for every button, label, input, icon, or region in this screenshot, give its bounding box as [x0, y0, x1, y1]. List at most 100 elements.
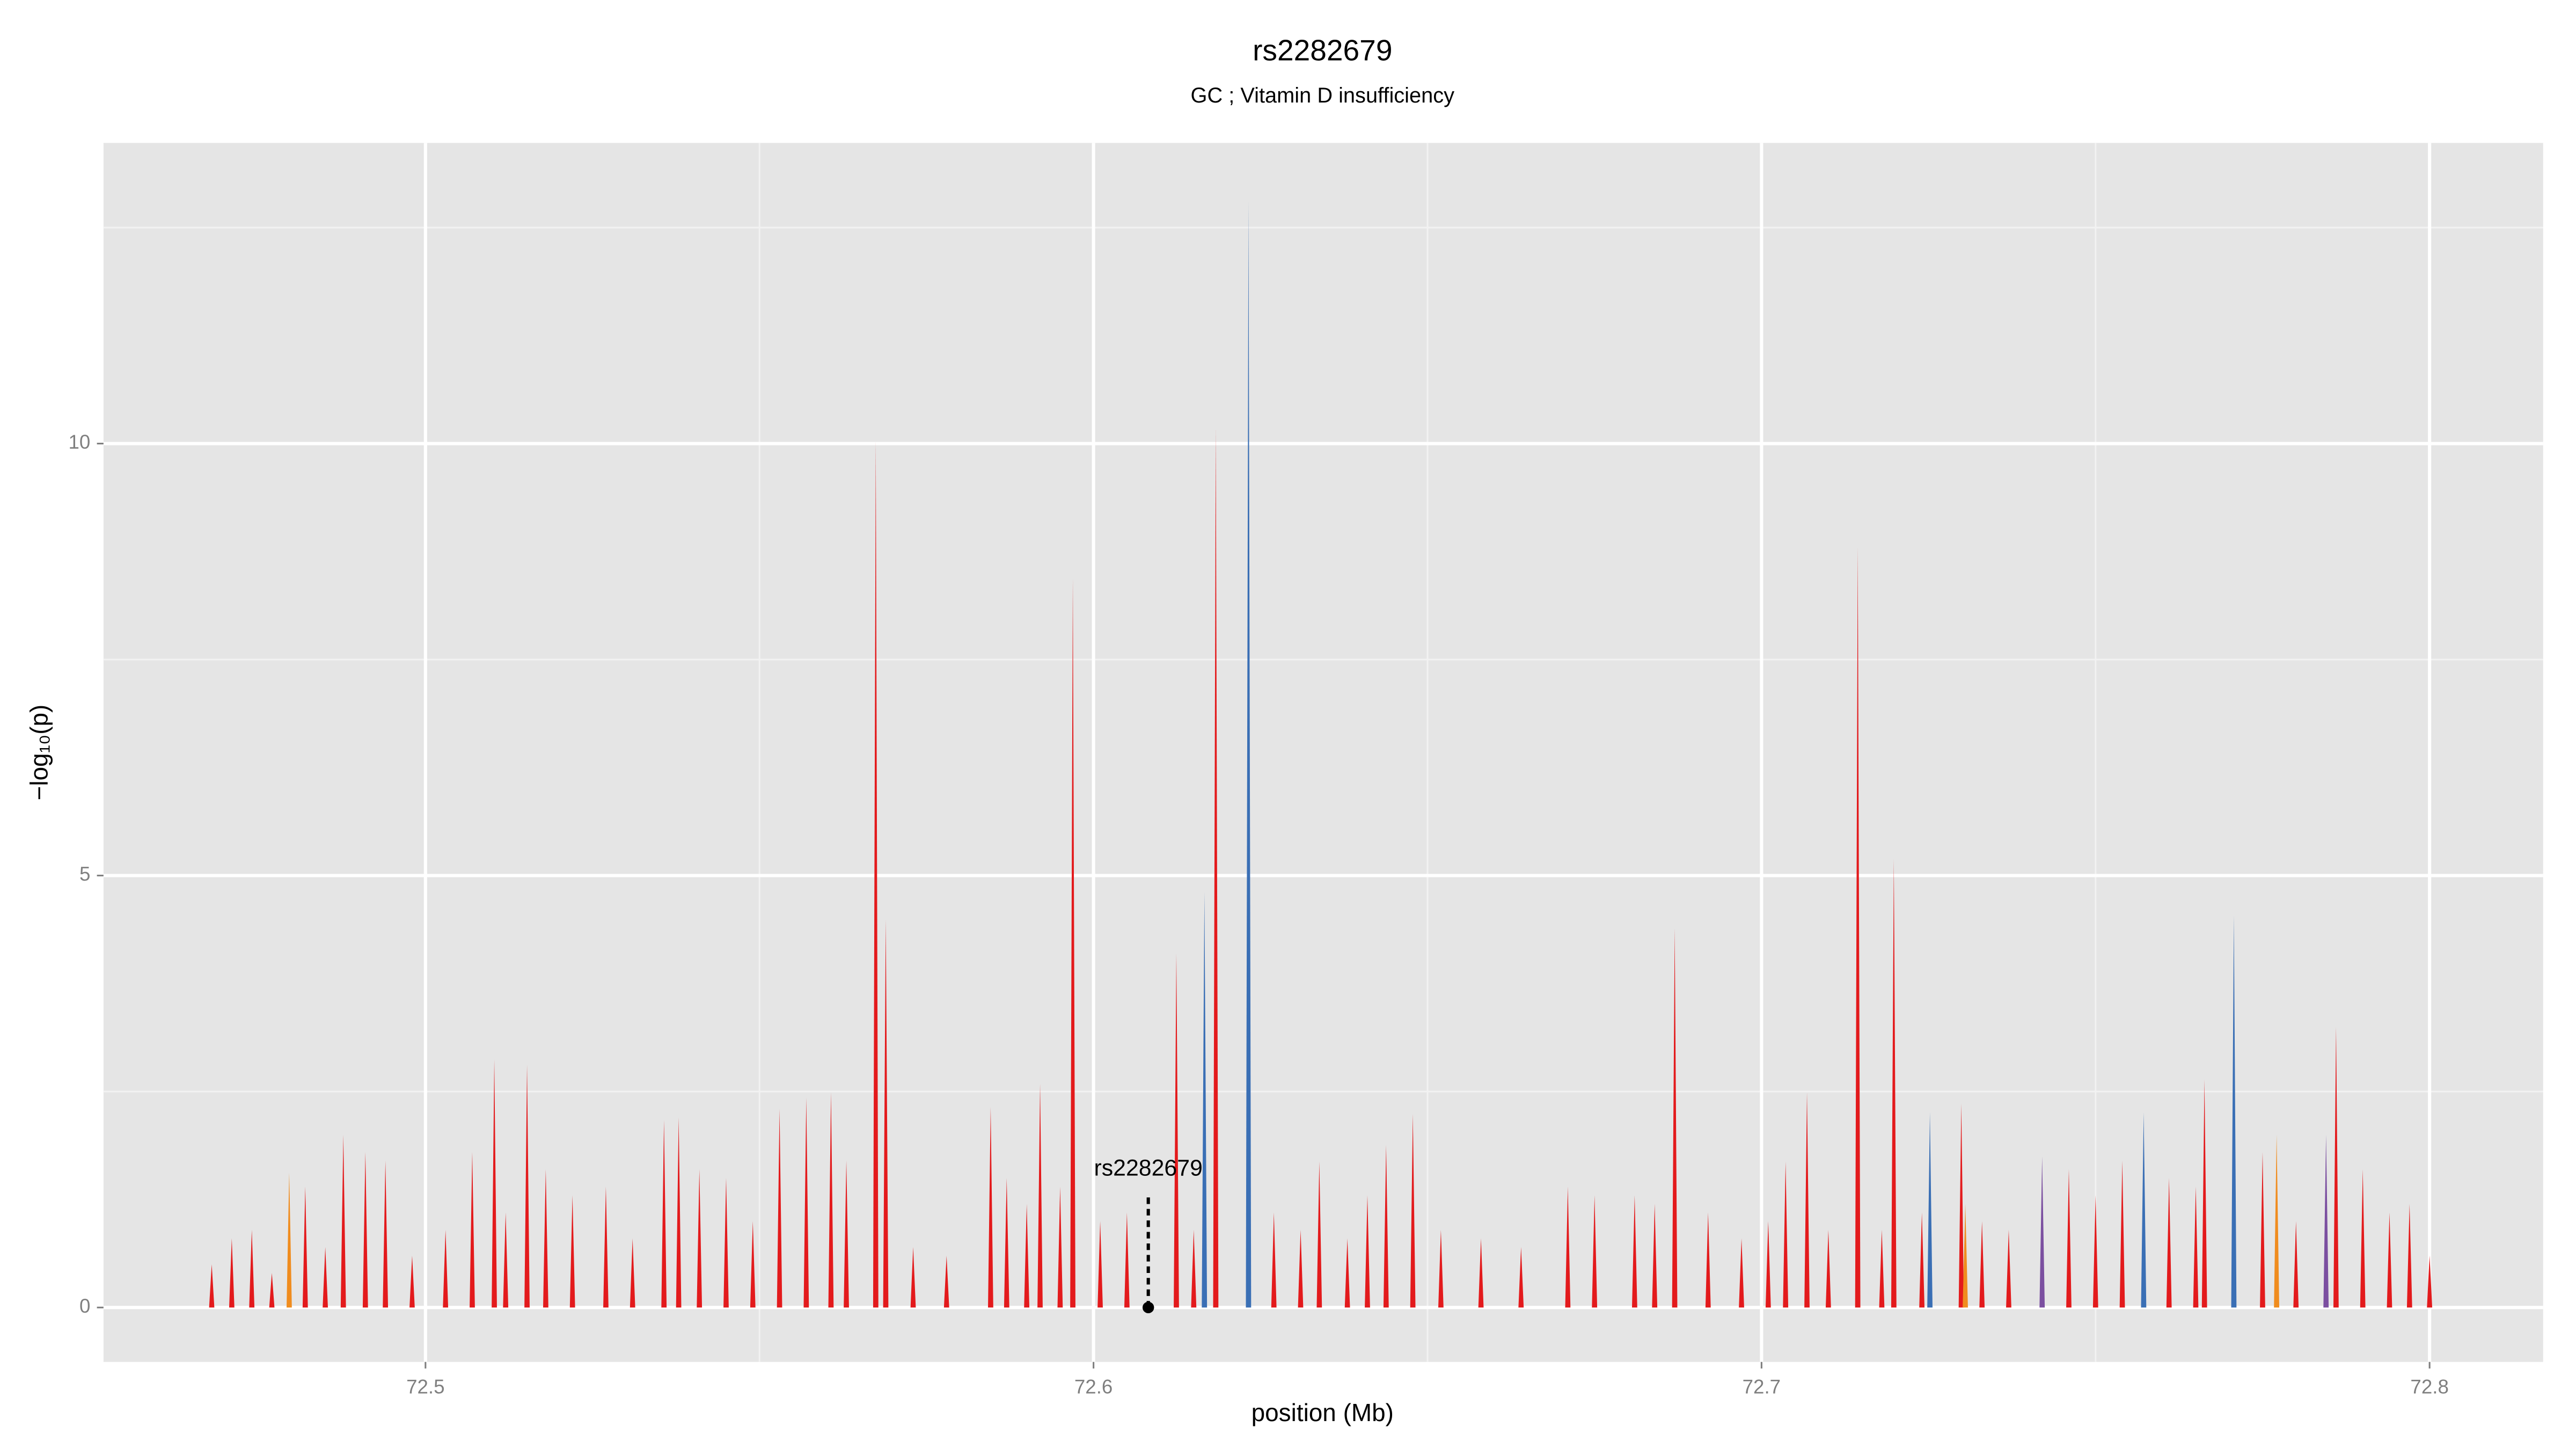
spike	[249, 1230, 255, 1308]
spike	[2387, 1212, 2392, 1308]
spike	[803, 1097, 809, 1308]
spike	[470, 1152, 475, 1308]
spike	[1037, 1084, 1043, 1308]
spike	[1958, 1103, 1964, 1308]
spike	[2141, 1112, 2147, 1308]
spike	[1383, 1145, 1389, 1308]
spike	[1298, 1230, 1304, 1308]
spike	[2092, 1195, 2098, 1308]
plot-panel	[103, 143, 2543, 1362]
spike	[323, 1247, 328, 1308]
spike	[1783, 1161, 1789, 1308]
spike	[409, 1255, 415, 1308]
spike	[1024, 1204, 1030, 1308]
x-tick-label: 72.8	[2410, 1375, 2448, 1397]
spike	[1879, 1230, 1885, 1308]
spike	[302, 1186, 308, 1308]
spike	[287, 1173, 292, 1308]
y-tick-label: 5	[79, 863, 90, 885]
spike	[2260, 1152, 2265, 1308]
chart-subtitle: GC ; Vitamin D insufficiency	[1191, 84, 1455, 107]
annotation-label: rs2282679	[1094, 1155, 1202, 1181]
y-tick-label: 0	[79, 1295, 90, 1317]
spike	[503, 1212, 509, 1308]
spike	[1191, 1230, 1197, 1308]
spike	[1410, 1114, 1416, 1308]
spike	[2231, 915, 2237, 1308]
spike	[1518, 1247, 1524, 1308]
spike	[2006, 1230, 2011, 1308]
spike	[1705, 1212, 1711, 1308]
spike	[1927, 1112, 1933, 1308]
spike	[661, 1120, 667, 1308]
spike	[1174, 953, 1179, 1308]
spike	[383, 1160, 389, 1308]
spike	[828, 1092, 834, 1308]
spike	[2427, 1255, 2433, 1308]
spike	[209, 1264, 215, 1308]
spike	[603, 1186, 609, 1308]
spike	[1478, 1238, 1484, 1308]
spike	[1891, 859, 1897, 1308]
spike	[1271, 1212, 1277, 1308]
spike	[2066, 1169, 2072, 1308]
spike	[988, 1107, 993, 1308]
x-tick-label: 72.7	[1743, 1375, 1781, 1397]
spike	[1202, 892, 1208, 1308]
spike	[2323, 1135, 2329, 1308]
spike	[2360, 1169, 2366, 1308]
y-tick-label: 10	[69, 431, 91, 453]
spike	[1070, 578, 1075, 1308]
spike	[1919, 1212, 1925, 1308]
spike	[1631, 1195, 1637, 1308]
spike	[1124, 1212, 1130, 1308]
spike	[1739, 1238, 1744, 1308]
spike	[1365, 1195, 1370, 1308]
spike	[630, 1238, 635, 1308]
spike	[569, 1195, 575, 1308]
spike	[492, 1059, 497, 1308]
spike	[2293, 1221, 2299, 1308]
spike	[750, 1221, 756, 1308]
x-axis-title: position (Mb)	[1252, 1399, 1394, 1426]
spike	[1765, 1221, 1771, 1308]
spike	[777, 1109, 782, 1308]
spike	[697, 1169, 702, 1308]
spike	[2119, 1160, 2125, 1308]
spike	[2333, 1027, 2339, 1308]
x-tick-label: 72.5	[406, 1375, 444, 1397]
x-tick-label: 72.6	[1074, 1375, 1113, 1397]
spike	[723, 1177, 729, 1308]
spike	[1344, 1238, 1350, 1308]
spike	[676, 1117, 682, 1308]
spike	[1963, 1204, 1968, 1308]
spike	[1316, 1161, 1322, 1308]
spike	[2274, 1135, 2280, 1308]
spike	[1246, 201, 1252, 1308]
annotation-point	[1142, 1301, 1154, 1314]
spike	[883, 919, 889, 1308]
spike	[873, 440, 879, 1308]
spike	[844, 1160, 849, 1308]
spike	[1592, 1195, 1598, 1308]
spike	[362, 1152, 368, 1308]
spike	[1804, 1092, 1810, 1308]
spike	[340, 1135, 346, 1308]
spike	[943, 1255, 949, 1308]
spike	[1855, 547, 1861, 1308]
spike	[1213, 427, 1219, 1308]
spike	[1438, 1230, 1444, 1308]
spike	[269, 1272, 275, 1308]
spike	[2201, 1079, 2207, 1308]
spike	[1565, 1186, 1571, 1308]
chart-title: rs2282679	[1253, 34, 1392, 67]
spike	[2039, 1156, 2045, 1308]
spike	[1057, 1186, 1063, 1308]
spike	[1004, 1177, 1009, 1308]
spike	[910, 1247, 916, 1308]
spike	[2406, 1204, 2412, 1308]
spike	[1825, 1230, 1831, 1308]
spike	[1979, 1221, 1985, 1308]
spike	[2193, 1186, 2199, 1308]
